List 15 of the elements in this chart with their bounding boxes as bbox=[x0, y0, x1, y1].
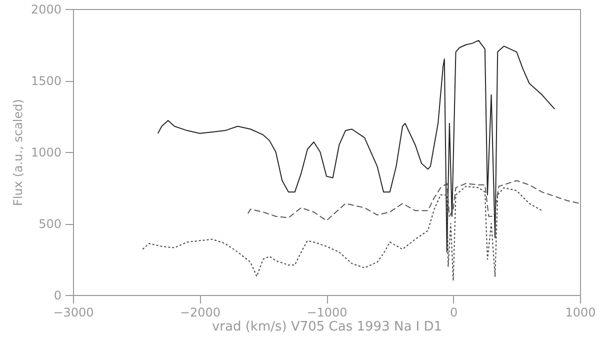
line-series bbox=[247, 180, 580, 222]
y-tick-label: 2000 bbox=[30, 2, 62, 16]
x-tick-label: 1000 bbox=[565, 306, 596, 320]
x-axis-title: vrad (km/s) V705 Cas 1993 Na I D1 bbox=[212, 320, 442, 334]
x-tick-label: −2000 bbox=[180, 306, 221, 320]
y-tick-label: 0 bbox=[54, 288, 62, 302]
x-tick-label: 0 bbox=[450, 306, 458, 320]
x-tick-label: −1000 bbox=[306, 306, 348, 320]
y-tick-label: 500 bbox=[38, 217, 62, 231]
x-tick-label: −3000 bbox=[53, 306, 94, 320]
y-tick-label: 1500 bbox=[30, 74, 62, 88]
y-tick-label: 1000 bbox=[30, 146, 62, 160]
line-series bbox=[142, 186, 542, 282]
line-series bbox=[157, 40, 556, 253]
y-axis-title: Flux (a.u., scaled) bbox=[10, 99, 25, 206]
